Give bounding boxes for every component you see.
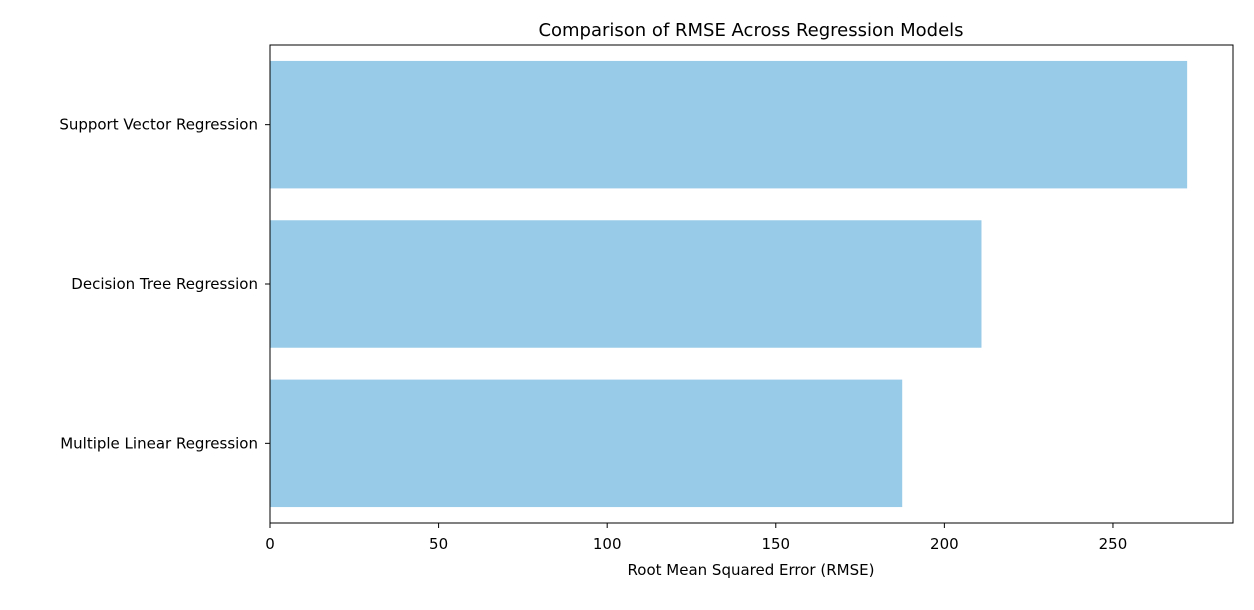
- chart-title: Comparison of RMSE Across Regression Mod…: [538, 20, 963, 41]
- x-tick-label-150: 150: [761, 535, 790, 553]
- bar-decision-tree-regression: [270, 220, 982, 348]
- bar-support-vector-regression: [270, 60, 1188, 189]
- x-tick-label-100: 100: [593, 535, 622, 553]
- y-tick-label-decision-tree-regression: Decision Tree Regression: [71, 275, 258, 293]
- x-tick-label-250: 250: [1099, 535, 1128, 553]
- plot-frame: [269, 44, 1234, 524]
- y-axis-ticks: Support Vector Regression Decision Tree R…: [59, 116, 270, 452]
- x-axis-label: Root Mean Squared Error (RMSE): [628, 561, 875, 579]
- x-tick-label-0: 0: [265, 535, 275, 553]
- y-tick-label-multiple-linear-regression: Multiple Linear Regression: [60, 434, 258, 452]
- x-tick-label-200: 200: [930, 535, 959, 553]
- x-axis-ticks: 0 50 100 150 200 250: [265, 523, 1127, 553]
- bars-group: [270, 60, 1188, 508]
- y-tick-label-support-vector-regression: Support Vector Regression: [59, 116, 258, 134]
- x-tick-label-50: 50: [429, 535, 448, 553]
- bar-multiple-linear-regression: [270, 379, 903, 508]
